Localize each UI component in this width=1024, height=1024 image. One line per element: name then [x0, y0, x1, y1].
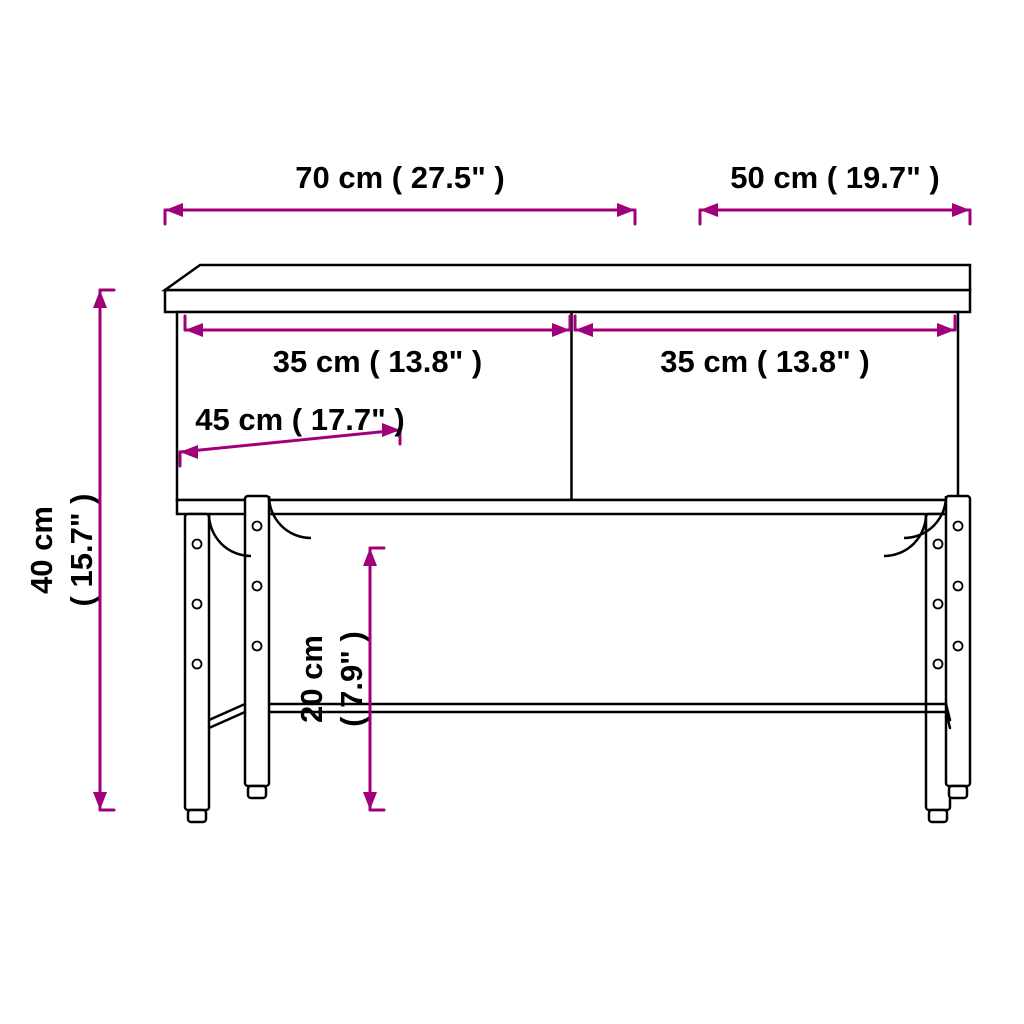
svg-text:( 7.9" ): ( 7.9" ) [334, 631, 369, 727]
svg-text:35 cm ( 13.8" ): 35 cm ( 13.8" ) [660, 344, 869, 379]
svg-text:35 cm ( 13.8" ): 35 cm ( 13.8" ) [273, 344, 482, 379]
svg-text:40 cm: 40 cm [24, 506, 59, 594]
svg-text:50 cm ( 19.7" ): 50 cm ( 19.7" ) [730, 160, 939, 195]
svg-text:( 15.7" ): ( 15.7" ) [64, 494, 99, 607]
svg-text:70 cm ( 27.5" ): 70 cm ( 27.5" ) [295, 160, 504, 195]
svg-text:45 cm ( 17.7" ): 45 cm ( 17.7" ) [195, 402, 404, 437]
svg-text:20 cm: 20 cm [294, 635, 329, 723]
